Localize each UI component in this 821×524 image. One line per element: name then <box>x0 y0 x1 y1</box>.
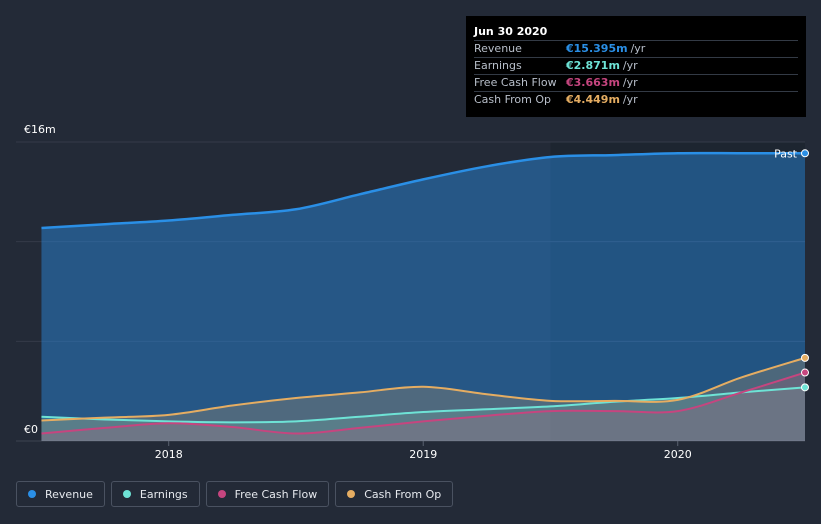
legend-dot-icon <box>217 490 226 498</box>
x-axis-labels: 2018 2019 2020 <box>155 441 692 461</box>
gridlines <box>16 141 805 442</box>
endpoint-free-cash-flow <box>801 368 809 377</box>
chart: €16m €0 2018 2019 2020 Past <box>16 123 809 461</box>
tooltip-value: €3.663m <box>566 76 620 89</box>
tooltip-row-earnings: Earnings €2.871m /yr <box>474 57 798 74</box>
tooltip-row-cash-from-op: Cash From Op €4.449m /yr <box>474 91 798 108</box>
x-tick-label: 2019 <box>409 448 437 461</box>
y-tick-label: €16m <box>24 123 56 136</box>
tooltip-value: €4.449m <box>566 93 620 106</box>
tooltip-unit: /yr <box>630 42 646 55</box>
x-tick-label: 2018 <box>155 448 183 461</box>
line-revenue <box>41 151 806 230</box>
legend-dot-icon <box>28 490 36 498</box>
endpoint-earnings <box>801 383 809 392</box>
endpoint-cash-from-op <box>801 353 809 362</box>
tooltip-value: €2.871m <box>566 59 620 72</box>
past-label: Past <box>774 147 798 160</box>
line-earnings <box>41 386 806 424</box>
series-lines <box>41 151 806 435</box>
tooltip-label: Free Cash Flow <box>474 76 557 89</box>
series-areas <box>41 153 806 441</box>
legend-dot-icon <box>347 490 356 498</box>
legend-label: Earnings <box>139 487 188 501</box>
tooltip-unit: /yr <box>622 93 638 106</box>
area-revenue <box>41 153 806 441</box>
legend-label: Free Cash Flow <box>234 487 318 501</box>
tooltip-label: Cash From Op <box>474 93 552 106</box>
x-tick-label: 2020 <box>664 448 692 461</box>
area-free-cash-flow <box>41 372 806 441</box>
tooltip-row-free-cash-flow: Free Cash Flow €3.663m /yr <box>474 74 798 91</box>
legend: Revenue Earnings Free Cash Flow Cash Fro… <box>16 481 454 507</box>
line-cash-from-op <box>41 356 806 422</box>
line-free-cash-flow <box>41 371 806 435</box>
area-cash-from-op <box>41 357 806 441</box>
y-axis-labels: €16m €0 <box>24 123 56 436</box>
legend-label: Revenue <box>45 487 93 501</box>
y-tick-label: €0 <box>24 423 38 436</box>
legend-item-cash-from-op[interactable]: Cash From Op <box>335 481 454 507</box>
tooltip-value: €15.395m <box>566 42 628 55</box>
legend-item-revenue[interactable]: Revenue <box>16 481 105 507</box>
endpoint-revenue <box>801 149 809 158</box>
tooltip-label: Revenue <box>474 42 522 55</box>
legend-item-earnings[interactable]: Earnings <box>110 481 200 507</box>
series-endpoints <box>801 149 809 392</box>
legend-dot-icon <box>122 490 131 498</box>
tooltip-date: Jun 30 2020 <box>474 25 548 38</box>
tooltip-row-revenue: Revenue €15.395m /yr <box>474 40 798 57</box>
tooltip-unit: /yr <box>622 59 638 72</box>
tooltip-label: Earnings <box>474 59 522 72</box>
tooltip: Jun 30 2020 Revenue €15.395m /yr Earning… <box>466 16 806 117</box>
legend-label: Cash From Op <box>364 487 442 501</box>
tooltip-unit: /yr <box>622 76 638 89</box>
legend-item-free-cash-flow[interactable]: Free Cash Flow <box>205 481 330 507</box>
